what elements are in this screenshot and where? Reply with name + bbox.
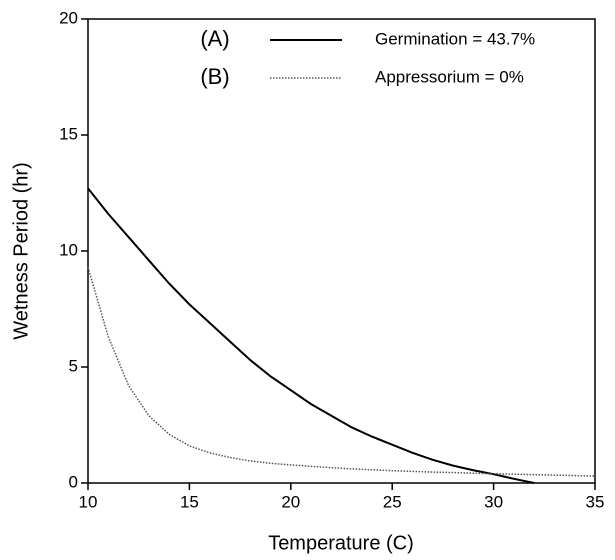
y-tick-label: 10	[59, 240, 78, 259]
y-tick-label: 15	[59, 124, 78, 143]
y-tick-label: 5	[69, 356, 78, 375]
legend-label: Appressorium = 0%	[375, 67, 524, 86]
legend-tag: (A)	[200, 26, 229, 51]
x-tick-label: 30	[484, 492, 503, 511]
x-tick-label: 10	[79, 492, 98, 511]
y-tick-label: 0	[69, 472, 78, 491]
x-tick-label: 20	[281, 492, 300, 511]
x-axis-title: Temperature (C)	[268, 532, 414, 554]
legend-label: Germination = 43.7%	[375, 29, 535, 48]
series-line	[87, 187, 535, 484]
plot-frame	[87, 18, 596, 484]
x-tick-label: 15	[180, 492, 199, 511]
x-tick-label: 35	[586, 492, 605, 511]
y-tick-label: 20	[59, 8, 78, 27]
y-axis-title: Wetness Period (hr)	[10, 162, 32, 339]
legend-tag: (B)	[200, 64, 229, 89]
series-line	[87, 267, 596, 477]
x-tick-label: 25	[383, 492, 402, 511]
